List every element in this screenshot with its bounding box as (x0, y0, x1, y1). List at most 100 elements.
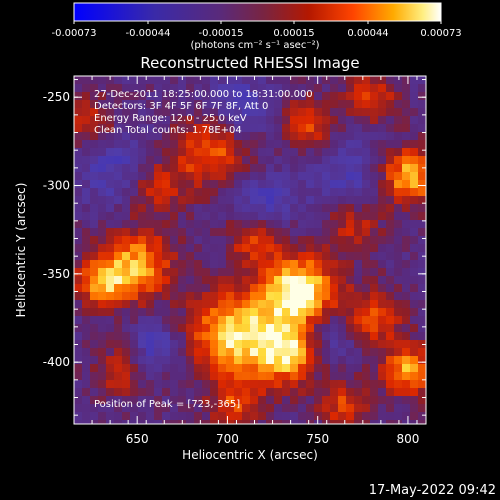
image-pixel (162, 388, 170, 396)
image-pixel (82, 172, 90, 180)
image-pixel (186, 204, 194, 212)
image-pixel (306, 76, 314, 84)
image-pixel (114, 124, 122, 132)
image-pixel (378, 156, 386, 164)
image-pixel (410, 236, 418, 244)
image-pixel (154, 380, 162, 388)
image-pixel (98, 124, 106, 132)
image-pixel (194, 268, 202, 276)
image-pixel (418, 124, 426, 132)
image-pixel (362, 340, 370, 348)
image-pixel (170, 108, 178, 116)
image-pixel (210, 100, 218, 108)
image-pixel (146, 332, 154, 340)
image-pixel (170, 372, 178, 380)
image-pixel (394, 372, 402, 380)
image-pixel (370, 164, 378, 172)
image-pixel (138, 380, 146, 388)
image-pixels (74, 76, 426, 424)
plot-title: Reconstructed RHESSI Image (140, 54, 359, 72)
image-pixel (74, 372, 82, 380)
image-pixel (122, 300, 130, 308)
image-pixel (234, 236, 242, 244)
image-pixel (106, 148, 114, 156)
image-pixel (386, 116, 394, 124)
image-pixel (354, 84, 362, 92)
image-pixel (242, 92, 250, 100)
image-pixel (194, 300, 202, 308)
image-pixel (218, 236, 226, 244)
image-pixel (226, 316, 234, 324)
image-pixel (210, 300, 218, 308)
image-pixel (330, 308, 338, 316)
image-pixel (170, 364, 178, 372)
image-pixel (194, 244, 202, 252)
image-pixel (330, 204, 338, 212)
image-pixel (162, 364, 170, 372)
image-pixel (378, 348, 386, 356)
image-pixel (394, 388, 402, 396)
image-pixel (154, 372, 162, 380)
image-pixel (218, 228, 226, 236)
image-pixel (226, 340, 234, 348)
image-pixel (354, 308, 362, 316)
image-pixel (90, 252, 98, 260)
image-pixel (298, 308, 306, 316)
image-pixel (394, 284, 402, 292)
image-pixel (258, 276, 266, 284)
image-pixel (306, 324, 314, 332)
image-pixel (250, 172, 258, 180)
image-pixel (354, 236, 362, 244)
image-pixel (234, 332, 242, 340)
image-pixel (154, 148, 162, 156)
image-pixel (146, 92, 154, 100)
image-pixel (82, 308, 90, 316)
image-pixel (394, 356, 402, 364)
image-pixel (266, 412, 274, 420)
image-pixel (154, 180, 162, 188)
image-pixel (330, 172, 338, 180)
image-pixel (106, 276, 114, 284)
image-pixel (306, 244, 314, 252)
image-pixel (242, 148, 250, 156)
image-pixel (282, 204, 290, 212)
image-pixel (378, 132, 386, 140)
image-pixel (122, 196, 130, 204)
image-pixel (410, 292, 418, 300)
image-pixel (138, 284, 146, 292)
image-pixel (210, 76, 218, 84)
image-pixel (250, 180, 258, 188)
image-pixel (122, 172, 130, 180)
image-pixel (218, 132, 226, 140)
image-pixel (146, 284, 154, 292)
image-pixel (250, 212, 258, 220)
image-pixel (74, 420, 82, 424)
image-pixel (186, 140, 194, 148)
image-pixel (306, 228, 314, 236)
image-pixel (330, 236, 338, 244)
image-pixel (194, 236, 202, 244)
x-tick-label: 800 (396, 432, 419, 446)
image-pixel (314, 172, 322, 180)
image-pixel (266, 156, 274, 164)
image-pixel (362, 92, 370, 100)
image-pixel (418, 404, 426, 412)
image-pixel (282, 132, 290, 140)
image-pixel (202, 108, 210, 116)
image-pixel (234, 252, 242, 260)
image-pixel (418, 348, 426, 356)
image-pixel (418, 268, 426, 276)
image-pixel (250, 220, 258, 228)
image-pixel (194, 324, 202, 332)
image-pixel (122, 124, 130, 132)
image-pixel (202, 284, 210, 292)
image-pixel (338, 84, 346, 92)
image-pixel (74, 260, 82, 268)
image-pixel (274, 396, 282, 404)
image-pixel (138, 260, 146, 268)
image-pixel (354, 132, 362, 140)
image-pixel (306, 236, 314, 244)
image-pixel (386, 372, 394, 380)
image-pixel (354, 124, 362, 132)
image-pixel (122, 180, 130, 188)
